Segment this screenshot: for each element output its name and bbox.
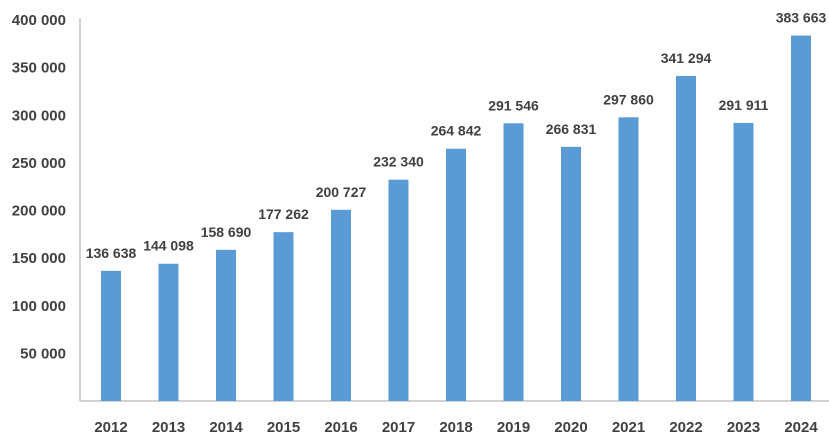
x-tick-label-2023: 2023 [727,419,760,436]
data-label-2012: 136 638 [86,245,137,261]
data-label-2024: 383 663 [776,10,827,26]
bars [101,35,811,402]
x-tick-label-2024: 2024 [784,419,818,436]
y-tick-label: 400 000 [12,12,66,29]
x-tick-label-2016: 2016 [324,419,357,436]
data-label-2013: 144 098 [143,238,194,254]
y-tick-label: 200 000 [12,203,66,220]
bar-2019 [503,123,524,402]
data-label-2020: 266 831 [546,121,597,137]
data-label-2023: 291 911 [719,97,769,113]
x-tick-label-2012: 2012 [94,419,127,436]
bar-2023 [733,122,754,401]
data-label-2019: 291 546 [488,97,539,113]
bar-2024 [791,35,811,401]
x-tick-label-2015: 2015 [267,419,300,436]
x-tick-label-2021: 2021 [612,419,645,436]
x-tick-label-2020: 2020 [554,419,587,436]
x-tick-label-2014: 2014 [209,419,243,436]
y-tick-label: 150 000 [12,250,66,267]
data-label-2017: 232 340 [373,154,424,170]
x-tick-labels: 2012 2013 2014 2015 2016 2017 2018 2019 2020 2021… [94,419,818,436]
bar-2022 [676,75,696,401]
y-tick-label: 50 000 [20,345,66,362]
data-label-2018: 264 842 [431,123,482,139]
data-label-2022: 341 294 [661,50,712,66]
bar-2017 [388,179,409,401]
data-label-2016: 200 727 [316,184,367,200]
data-labels: 136 638 144 098 158 690 177 262 200 727 232 3… [86,10,827,261]
y-tick-label: 100 000 [12,298,66,315]
y-tick-label: 300 000 [12,107,66,124]
data-label-2021: 297 860 [603,91,654,107]
bar-2021 [618,117,639,401]
data-label-2014: 158 690 [201,224,252,240]
y-tick-labels: 50 000 100 000 150 000 200 000 250 000 300 00… [12,12,66,362]
y-tick-label: 350 000 [12,60,66,77]
bar-2012 [101,270,121,401]
bar-2018 [446,148,466,401]
x-tick-label-2019: 2019 [497,419,530,436]
x-tick-label-2013: 2013 [152,419,185,436]
bar-2013 [158,263,179,401]
bar-2014 [216,249,236,401]
bar-2015 [273,232,294,401]
y-tick-label: 250 000 [12,155,66,172]
bar-2016 [331,209,351,401]
bar-2020 [561,146,581,401]
x-tick-label-2018: 2018 [439,419,472,436]
x-tick-label-2017: 2017 [382,419,415,436]
data-label-2015: 177 262 [258,206,309,222]
x-tick-label-2022: 2022 [669,419,702,436]
